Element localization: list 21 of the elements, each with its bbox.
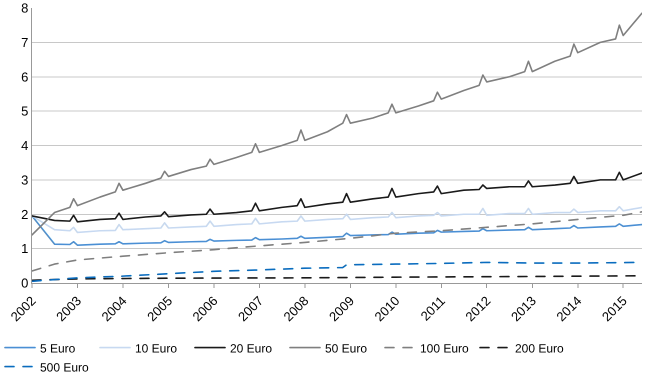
y-tick-label: 4 <box>21 138 28 154</box>
legend-label: 200 Euro <box>515 341 564 356</box>
y-tick-label: 8 <box>21 0 28 16</box>
legend-label: 5 Euro <box>40 341 76 356</box>
line-series <box>32 172 642 223</box>
legend-label: 500 Euro <box>40 360 90 374</box>
y-tick-label: 0 <box>21 276 28 291</box>
y-tick-label: 6 <box>21 69 28 84</box>
line-series <box>32 211 642 272</box>
legend-label: 20 Euro <box>230 341 272 356</box>
y-tick-label: 1 <box>21 241 28 256</box>
legend-label: 10 Euro <box>135 341 178 356</box>
line-series <box>32 215 642 246</box>
y-tick-label: 7 <box>21 34 28 50</box>
line-series <box>32 12 642 236</box>
legend-label: 100 Euro <box>420 341 470 356</box>
line-series <box>32 206 642 234</box>
y-tick-label: 2 <box>21 206 28 222</box>
legend-label: 50 Euro <box>325 341 368 356</box>
y-tick-label: 3 <box>21 172 28 188</box>
y-tick-label: 5 <box>21 104 28 119</box>
